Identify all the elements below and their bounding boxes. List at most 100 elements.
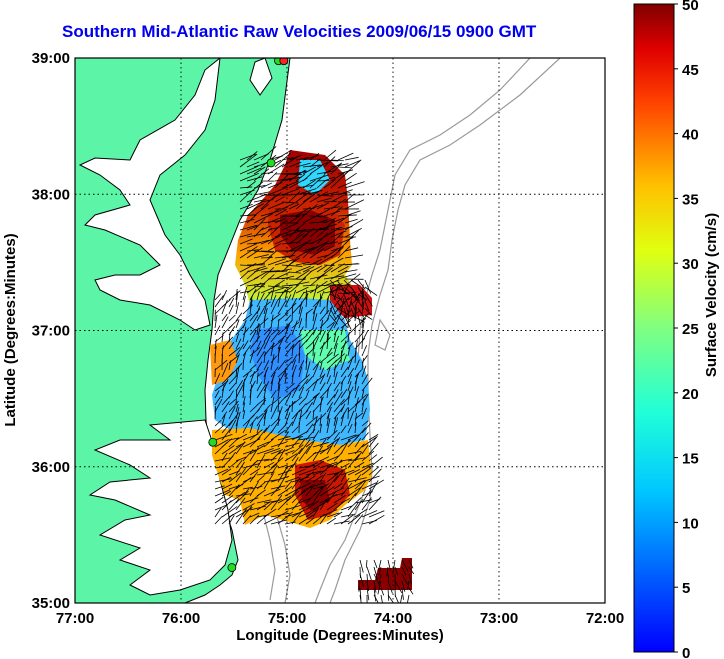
chesapeake-bay xyxy=(78,58,221,331)
y-tick-label: 38:00 xyxy=(32,186,70,203)
velocity-vector xyxy=(249,485,263,490)
velocity-vector xyxy=(281,258,297,273)
velocity-vector xyxy=(340,366,349,378)
velocity-vector xyxy=(326,490,337,504)
velocity-vector xyxy=(344,254,364,259)
velocity-vector xyxy=(246,207,258,217)
velocity-vector xyxy=(330,230,347,238)
velocity-vector xyxy=(221,401,230,413)
velocity-vector xyxy=(263,458,277,462)
velocity-vector xyxy=(357,286,367,302)
velocity-vector xyxy=(337,189,353,196)
velocity-vector xyxy=(364,286,378,296)
velocity-vector xyxy=(361,345,368,357)
velocity-vector xyxy=(312,378,318,392)
velocity-vector xyxy=(378,573,382,584)
velocity-vector xyxy=(340,434,357,441)
velocity-vector xyxy=(340,513,356,525)
y-tick-label: 35:00 xyxy=(32,595,70,612)
velocity-vector xyxy=(408,587,414,595)
velocity-vector xyxy=(291,426,299,434)
velocity-vector xyxy=(312,327,318,336)
velocity-vector xyxy=(319,423,322,434)
velocity-vector xyxy=(263,502,272,511)
velocity-vector xyxy=(249,447,259,462)
velocity-vector xyxy=(270,314,274,329)
velocity-vector xyxy=(214,406,217,420)
velocity-vector xyxy=(305,475,316,483)
velocity-vector xyxy=(270,464,278,476)
velocity-vector xyxy=(256,501,271,511)
velocity-vector xyxy=(378,559,382,571)
velocity-vector xyxy=(354,422,357,434)
x-tick-label: 76:00 xyxy=(162,610,200,627)
velocity-vector xyxy=(401,580,406,592)
velocity-vector xyxy=(246,167,262,175)
velocity-field-offshore xyxy=(358,558,412,590)
map-layers xyxy=(75,58,605,603)
velocity-vector xyxy=(347,477,367,483)
velocity-vector xyxy=(249,505,266,511)
velocity-vector xyxy=(333,313,342,329)
velocity-vector xyxy=(312,392,321,399)
velocity-vector xyxy=(270,390,277,399)
velocity-vector xyxy=(291,354,298,364)
velocity-vector xyxy=(302,179,316,189)
velocity-vector xyxy=(354,480,365,490)
velocity-vector xyxy=(319,445,332,455)
velocity-vector xyxy=(267,186,288,196)
velocity-vector xyxy=(319,493,338,504)
velocity-vector xyxy=(249,330,257,343)
velocity-vector xyxy=(281,188,300,196)
velocity-vector xyxy=(284,289,288,301)
velocity-vector xyxy=(246,193,268,203)
velocity-vector xyxy=(316,232,329,245)
velocity-vector xyxy=(263,396,265,406)
velocity-vector xyxy=(249,369,260,378)
velocity-vector xyxy=(316,264,328,273)
velocity-vector xyxy=(263,360,270,371)
velocity-vector xyxy=(298,468,317,476)
velocity-vector xyxy=(373,587,377,602)
velocity-vector xyxy=(312,363,319,378)
colorbar-tick-label: 30 xyxy=(682,256,699,273)
north-station-red xyxy=(279,58,289,66)
velocity-vector xyxy=(288,155,302,161)
x-tick-label: 75:00 xyxy=(268,610,306,627)
velocity-vector xyxy=(221,414,226,427)
velocity-vector xyxy=(316,219,328,224)
velocity-vector xyxy=(361,284,364,301)
velocity-vector xyxy=(305,402,313,413)
velocity-vector xyxy=(256,323,260,336)
velocity-vector xyxy=(347,423,353,434)
velocity-vector xyxy=(354,317,367,329)
velocity-vector xyxy=(221,313,228,322)
velocity-vector xyxy=(221,299,228,315)
velocity-vector xyxy=(340,473,347,483)
velocity-vector xyxy=(270,418,279,427)
velocity-vector xyxy=(291,476,310,483)
velocity-vector xyxy=(235,333,240,343)
velocity-vector xyxy=(288,171,307,175)
velocity-vector xyxy=(249,429,263,441)
velocity-vector xyxy=(333,327,340,336)
velocity-vector xyxy=(368,434,379,441)
velocity-vector xyxy=(235,291,239,308)
velocity-vector xyxy=(347,501,360,518)
velocity-vector xyxy=(312,297,323,308)
velocity-vector xyxy=(298,342,301,357)
velocity-vector xyxy=(323,156,336,168)
velocity-vector xyxy=(235,368,238,378)
velocity-vector xyxy=(239,238,253,245)
velocity-vector xyxy=(350,279,360,286)
x-axis-label: Longitude (Degrees:Minutes) xyxy=(236,627,444,644)
velocity-vector xyxy=(309,237,323,245)
velocity-vector xyxy=(221,445,235,455)
velocity-vector xyxy=(408,566,415,575)
velocity-vector xyxy=(368,436,377,448)
velocity-vector xyxy=(214,293,222,301)
velocity-vector xyxy=(253,199,267,203)
colorbar-tick-label: 25 xyxy=(682,321,699,338)
velocity-vector xyxy=(284,356,293,364)
velocity-vector xyxy=(260,284,280,294)
